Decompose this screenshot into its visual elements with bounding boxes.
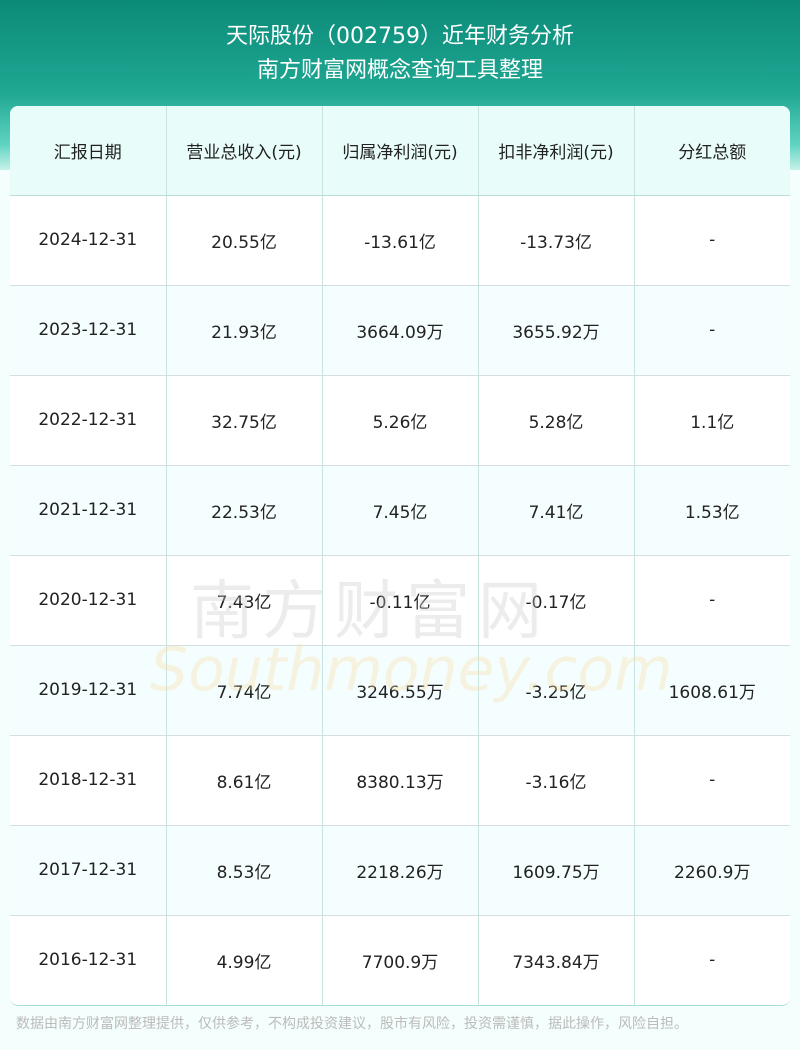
table-cell: 5.28亿: [478, 375, 635, 466]
page-subtitle: 南方财富网概念查询工具整理: [256, 58, 543, 83]
financial-table-card: 汇报日期 营业总收入(元) 归属净利润(元) 扣非净利润(元) 分红总额 202…: [10, 106, 790, 1006]
table-cell: 2018-12-31: [10, 735, 167, 826]
table-cell: 20.55亿: [166, 195, 323, 286]
column-header: 营业总收入(元): [166, 106, 323, 196]
table-cell: 2019-12-31: [10, 645, 167, 736]
table-cell: 2017-12-31: [10, 825, 167, 916]
table-cell: 7.41亿: [478, 465, 635, 556]
table-cell: 1609.75万: [478, 825, 635, 916]
table-cell: 8.53亿: [166, 825, 323, 916]
table-cell: -0.17亿: [478, 555, 635, 646]
table-cell: -: [634, 285, 790, 376]
table-header-row: 汇报日期 营业总收入(元) 归属净利润(元) 扣非净利润(元) 分红总额: [10, 106, 790, 196]
column-header: 扣非净利润(元): [478, 106, 635, 196]
table-row: 2016-12-31 4.99亿 7700.9万 7343.84万 -: [10, 915, 790, 1005]
table-cell: 7.74亿: [166, 645, 323, 736]
table-cell: 2260.9万: [634, 825, 790, 916]
table-cell: 2218.26万: [322, 825, 479, 916]
table-cell: 3655.92万: [478, 285, 635, 376]
table-cell: -13.73亿: [478, 195, 635, 286]
table-cell: 7343.84万: [478, 915, 635, 1005]
table-cell: 32.75亿: [166, 375, 323, 466]
table-cell: 3246.55万: [322, 645, 479, 736]
table-row: 2018-12-31 8.61亿 8380.13万 -3.16亿 -: [10, 735, 790, 826]
table-cell: -3.16亿: [478, 735, 635, 826]
column-header: 分红总额: [634, 106, 790, 196]
financial-table: 汇报日期 营业总收入(元) 归属净利润(元) 扣非净利润(元) 分红总额 202…: [10, 106, 790, 1005]
table-cell: 2016-12-31: [10, 915, 167, 1005]
table-cell: 7.43亿: [166, 555, 323, 646]
table-cell: -0.11亿: [322, 555, 479, 646]
table-cell: -13.61亿: [322, 195, 479, 286]
table-cell: 8380.13万: [322, 735, 479, 826]
table-cell: -: [634, 735, 790, 826]
table-cell: 3664.09万: [322, 285, 479, 376]
table-row: 2019-12-31 7.74亿 3246.55万 -3.25亿 1608.61万: [10, 645, 790, 736]
table-cell: 1608.61万: [634, 645, 790, 736]
table-cell: 8.61亿: [166, 735, 323, 826]
table-cell: 21.93亿: [166, 285, 323, 376]
table-cell: -: [634, 915, 790, 1005]
table-cell: 4.99亿: [166, 915, 323, 1005]
table-cell: -: [634, 555, 790, 646]
disclaimer: 数据由南方财富网整理提供，仅供参考，不构成投资建议，股市有风险，投资需谨慎，据此…: [16, 1016, 688, 1032]
table-cell: 7700.9万: [322, 915, 479, 1005]
table-cell: -3.25亿: [478, 645, 635, 736]
table-cell: -: [634, 195, 790, 286]
table-cell: 1.1亿: [634, 375, 790, 466]
table-cell: 2022-12-31: [10, 375, 167, 466]
table-cell: 2021-12-31: [10, 465, 167, 556]
table-row: 2017-12-31 8.53亿 2218.26万 1609.75万 2260.9万: [10, 825, 790, 916]
table-cell: 2024-12-31: [10, 195, 167, 286]
table-row: 2020-12-31 7.43亿 -0.11亿 -0.17亿 -: [10, 555, 790, 646]
page-title: 天际股份（002759）近年财务分析: [226, 24, 574, 49]
table-row: 2024-12-31 20.55亿 -13.61亿 -13.73亿 -: [10, 195, 790, 286]
table-cell: 2020-12-31: [10, 555, 167, 646]
table-cell: 2023-12-31: [10, 285, 167, 376]
table-row: 2021-12-31 22.53亿 7.45亿 7.41亿 1.53亿: [10, 465, 790, 556]
column-header: 归属净利润(元): [322, 106, 479, 196]
column-header: 汇报日期: [10, 106, 167, 196]
table-row: 2023-12-31 21.93亿 3664.09万 3655.92万 -: [10, 285, 790, 376]
table-cell: 7.45亿: [322, 465, 479, 556]
table-row: 2022-12-31 32.75亿 5.26亿 5.28亿 1.1亿: [10, 375, 790, 466]
table-cell: 1.53亿: [634, 465, 790, 556]
table-cell: 5.26亿: [322, 375, 479, 466]
table-cell: 22.53亿: [166, 465, 323, 556]
